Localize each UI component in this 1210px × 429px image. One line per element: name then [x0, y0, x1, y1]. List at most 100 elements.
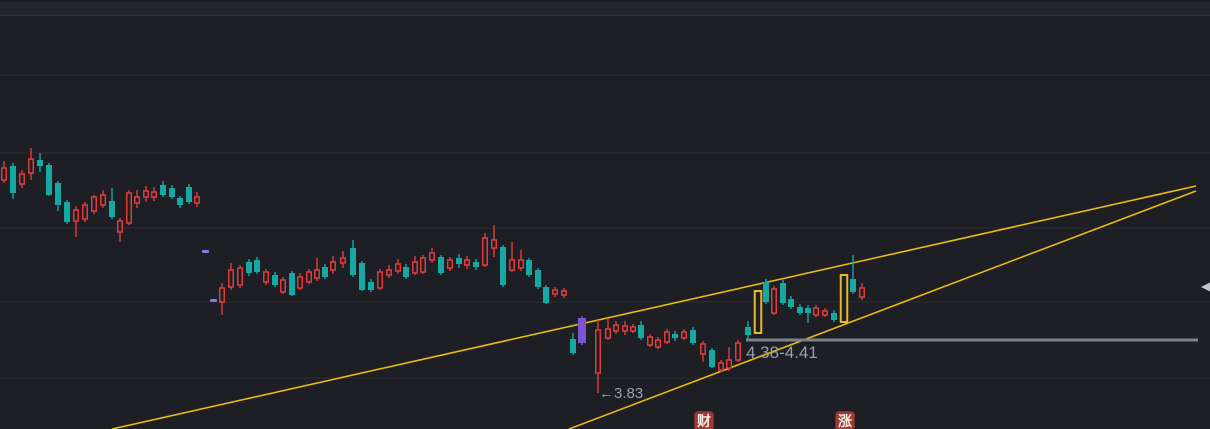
down-candle	[473, 262, 479, 267]
up-candle	[19, 173, 25, 185]
down-candle	[160, 185, 166, 195]
highlighted-candle	[839, 274, 849, 323]
down-candle	[788, 299, 794, 307]
up-candle	[655, 339, 661, 348]
down-candle	[638, 325, 644, 338]
up-candle	[561, 290, 567, 296]
up-candle	[73, 209, 79, 222]
up-candle	[151, 191, 157, 198]
down-candle	[37, 160, 43, 166]
down-candle	[109, 201, 115, 217]
suspension-mark	[202, 250, 209, 253]
up-candle	[377, 271, 383, 289]
down-candle	[64, 202, 70, 222]
down-candle	[570, 339, 576, 353]
up-candle	[718, 362, 724, 371]
up-candle	[117, 220, 123, 233]
up-candle	[735, 342, 741, 361]
neutral-candle	[578, 318, 586, 343]
up-candle	[420, 257, 426, 273]
down-candle	[322, 267, 328, 277]
up-candle	[464, 259, 470, 266]
up-candle	[552, 289, 558, 295]
up-candle	[622, 325, 628, 332]
low-price-label: ←3.83	[599, 385, 644, 402]
down-candle	[368, 282, 374, 290]
trend-line[interactable]	[111, 185, 1197, 429]
up-candle	[630, 326, 636, 332]
up-candle	[518, 259, 524, 269]
up-candle	[647, 336, 653, 346]
top-bar	[0, 0, 1210, 16]
down-candle	[169, 188, 175, 197]
up-candle	[482, 237, 488, 266]
down-candle	[500, 247, 506, 285]
up-candle	[613, 324, 619, 332]
up-candle	[194, 196, 200, 204]
down-candle	[780, 283, 786, 303]
down-candle	[289, 273, 295, 295]
highlighted-candle	[753, 290, 763, 334]
down-candle	[186, 187, 192, 202]
up-candle	[280, 279, 286, 293]
up-candle	[509, 259, 515, 271]
down-candle	[456, 258, 462, 264]
down-candle	[272, 275, 278, 285]
down-candle	[403, 267, 409, 277]
down-candle	[763, 282, 769, 302]
up-candle	[412, 261, 418, 274]
up-candle	[237, 267, 243, 286]
down-candle	[526, 260, 532, 275]
up-candle	[1, 167, 7, 181]
up-candle	[771, 288, 777, 314]
trend-line[interactable]	[568, 190, 1197, 429]
up-candle	[263, 271, 269, 283]
up-candle	[700, 343, 706, 355]
up-candle	[595, 329, 601, 374]
down-candle	[350, 248, 356, 275]
price-pointer-icon	[1201, 282, 1210, 292]
up-candle	[28, 158, 34, 174]
down-candle	[709, 350, 715, 367]
up-candle	[491, 239, 497, 249]
up-candle	[219, 287, 225, 303]
up-candle	[395, 263, 401, 272]
up-candle	[126, 192, 132, 224]
down-candle	[543, 287, 549, 303]
down-candle	[46, 165, 52, 195]
up-candle	[386, 269, 392, 276]
up-candle	[340, 257, 346, 264]
down-candle	[254, 260, 260, 272]
down-candle	[831, 313, 837, 320]
cai-badge-icon[interactable]: 财	[694, 411, 714, 429]
down-candle	[55, 183, 61, 205]
down-candle	[850, 279, 856, 292]
down-candle	[672, 334, 678, 338]
down-candle	[797, 307, 803, 313]
up-candle	[429, 252, 435, 261]
down-candle	[438, 257, 444, 273]
up-candle	[100, 194, 106, 206]
up-candle	[91, 196, 97, 212]
down-candle	[690, 330, 696, 343]
gap-range-label: 4.38-4.41	[746, 343, 818, 362]
up-candle	[822, 310, 828, 316]
up-candle	[297, 276, 303, 289]
up-candle	[330, 261, 336, 271]
up-candle	[447, 259, 453, 269]
down-candle	[805, 308, 811, 313]
up-candle	[859, 287, 865, 298]
up-candle	[681, 331, 687, 339]
up-candle	[726, 359, 732, 369]
down-candle	[177, 198, 183, 205]
up-candle	[134, 196, 140, 204]
up-candle	[82, 204, 88, 220]
zhang-badge-icon[interactable]: 涨	[835, 411, 855, 429]
up-candle	[605, 328, 611, 339]
down-candle	[359, 263, 365, 290]
up-candle	[228, 269, 234, 288]
suspension-mark	[210, 299, 217, 302]
down-candle	[10, 166, 16, 193]
